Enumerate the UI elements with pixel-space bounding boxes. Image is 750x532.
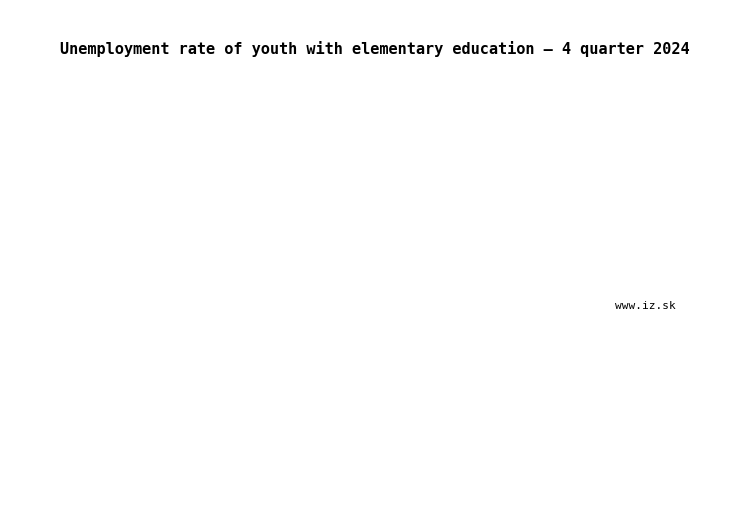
- Title: Unemployment rate of youth with elementary education – 4 quarter 2024: Unemployment rate of youth with elementa…: [60, 40, 690, 56]
- Text: www.iz.sk: www.iz.sk: [615, 301, 675, 311]
